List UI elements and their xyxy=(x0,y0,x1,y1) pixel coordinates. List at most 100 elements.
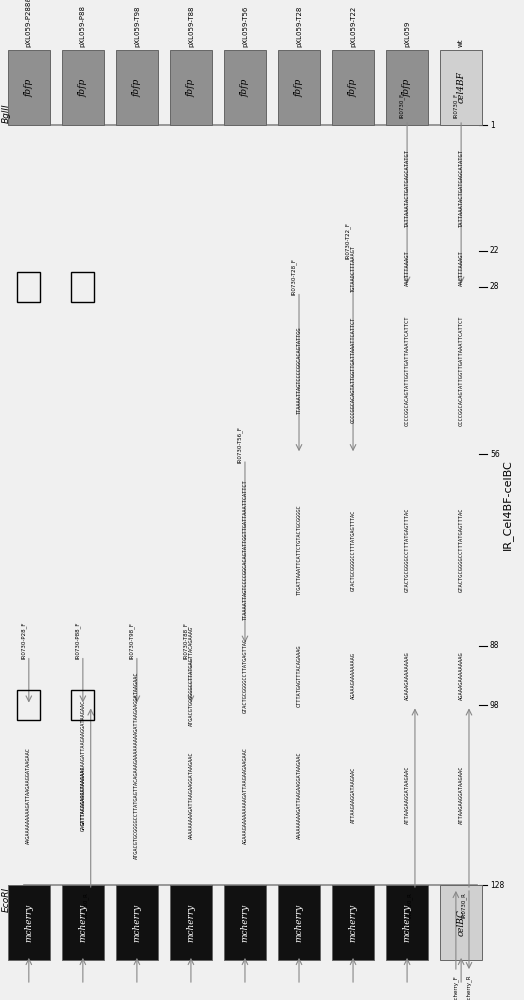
Text: IR0730-T56_F: IR0730-T56_F xyxy=(237,426,242,463)
Text: GAGTTTACAGAAAGAAAAAAAAAGATTAAGAAGGATAAGAAC: GAGTTTACAGAAAGAAAAAAAAAGATTAAGAAGGATAAGA… xyxy=(80,700,85,831)
Text: AAAAAAAAAGATTAAGAAGGATAAGAAC: AAAAAAAAAGATTAAGAAGGATAAGAAC xyxy=(297,751,301,839)
Text: CCCCGGCACAGTATTGGTTGATTAAATTCATTCT: CCCCGGCACAGTATTGGTTGATTAAATTCATTCT xyxy=(351,317,356,423)
Text: fbfp: fbfp xyxy=(294,78,303,97)
Bar xyxy=(8,885,50,960)
Text: 22: 22 xyxy=(490,246,499,255)
Text: fbfp: fbfp xyxy=(24,78,34,97)
Text: fbfp: fbfp xyxy=(79,78,88,97)
Bar xyxy=(116,885,158,960)
Bar xyxy=(386,50,428,125)
Text: GTACTGCGGGGCCTTTATGAGTTTAC: GTACTGCGGGGCCTTTATGAGTTTAC xyxy=(351,509,356,591)
Text: IR0730-T98_F: IR0730-T98_F xyxy=(128,622,134,659)
Text: mcherry: mcherry xyxy=(187,903,195,942)
Text: 1: 1 xyxy=(490,120,495,129)
Text: 88: 88 xyxy=(490,641,499,650)
Text: GTACTGCGGGGCCTTATGAGTTAC: GTACTGCGGGGCCTTATGAGTTAC xyxy=(243,638,247,713)
Text: IR0730-P88_F: IR0730-P88_F xyxy=(74,622,80,659)
Text: ATTAAGAAGGATAAGAAC: ATTAAGAAGGATAAGAAC xyxy=(405,766,410,824)
Text: mcherry: mcherry xyxy=(348,903,357,942)
Text: 128: 128 xyxy=(490,881,504,890)
Text: fbfp: fbfp xyxy=(241,78,249,97)
Bar xyxy=(440,885,482,960)
Text: mcherry: mcherry xyxy=(294,903,303,942)
Bar xyxy=(17,690,40,720)
Text: fbfp: fbfp xyxy=(348,78,357,97)
Text: IR0730_R: IR0730_R xyxy=(407,892,412,918)
Text: 98: 98 xyxy=(490,701,499,710)
Bar xyxy=(71,690,94,720)
Text: fbfp: fbfp xyxy=(402,78,411,97)
Bar xyxy=(224,885,266,960)
Text: IR0730-T22_F: IR0730-T22_F xyxy=(345,222,351,259)
Text: pXL059-T28: pXL059-T28 xyxy=(296,6,302,47)
Text: pXL059-P288&88: pXL059-P288&88 xyxy=(26,0,32,47)
Text: cel4BF: cel4BF xyxy=(456,72,466,103)
Text: pXL059-P88: pXL059-P88 xyxy=(80,5,86,47)
Bar xyxy=(386,885,428,960)
Bar xyxy=(17,272,40,302)
Text: pXL059: pXL059 xyxy=(404,21,410,47)
Text: TATTAAATACTGATGAGCATATGT: TATTAAATACTGATGAGCATATGT xyxy=(405,149,410,227)
Text: celBC: celBC xyxy=(456,909,466,936)
Text: pXL059-T56: pXL059-T56 xyxy=(242,6,248,47)
Text: AGAAAGAAAAAAAAG: AGAAAGAAAAAAAAG xyxy=(458,651,464,700)
Bar xyxy=(332,885,374,960)
Text: AACTTTAAAGT: AACTTTAAAGT xyxy=(458,251,464,286)
Text: AGAAAGAAAAAAAAG: AGAAAGAAAAAAAAG xyxy=(405,651,410,700)
Text: IR0730_R: IR0730_R xyxy=(82,892,88,918)
Text: pXL059-T98: pXL059-T98 xyxy=(134,5,140,47)
Text: CCCCGGCACAGTATTGGTTGATTAAATTCATTCT: CCCCGGCACAGTATTGGTTGATTAAATTCATTCT xyxy=(458,315,464,426)
Text: AGAAAGAAAAAAAAAGATTAAGAAGAAGAAC: AGAAAGAAAAAAAAAGATTAAGAAGAAGAAC xyxy=(243,747,247,844)
Text: GTACTGCGGGGCCTTTATGAGTTTAC: GTACTGCGGGGCCTTTATGAGTTTAC xyxy=(405,508,410,592)
Bar xyxy=(8,50,50,125)
Text: 28: 28 xyxy=(490,282,499,291)
Text: pXL059-T22: pXL059-T22 xyxy=(350,6,356,47)
Bar xyxy=(332,50,374,125)
Text: TTAAAATTAGTCCCCGGCACAGTATTGGTTGATTAAATTCATTCT: TTAAAATTAGTCCCCGGCACAGTATTGGTTGATTAAATTC… xyxy=(243,480,247,620)
Text: mcherry: mcherry xyxy=(402,903,411,942)
Bar xyxy=(170,885,212,960)
Text: GATTAAGAAGGATAAGAAC: GATTAAGAAGGATAAGAAC xyxy=(80,766,85,825)
Bar xyxy=(170,50,212,125)
Bar xyxy=(224,50,266,125)
Text: mcherry: mcherry xyxy=(24,903,34,942)
Bar xyxy=(278,885,320,960)
Bar xyxy=(440,50,482,125)
Bar xyxy=(278,50,320,125)
Bar xyxy=(71,272,94,302)
Text: BglII: BglII xyxy=(2,103,11,123)
Text: ATTAAGAAGGATAAGAAC: ATTAAGAAGGATAAGAAC xyxy=(351,767,356,823)
Text: pXL059-T88: pXL059-T88 xyxy=(188,5,194,47)
Text: TGTAAOCTTTAAAGT: TGTAAOCTTTAAAGT xyxy=(351,245,356,292)
Text: fbfp: fbfp xyxy=(187,78,195,97)
Text: IR0730_F: IR0730_F xyxy=(399,92,405,118)
Text: ATGACGTGCGGGGCCTTATGAGTTACAGAAAG: ATGACGTGCGGGGCCTTATGAGTTACAGAAAG xyxy=(189,626,193,726)
Text: TATTAAATACTGATGAGCATATGT: TATTAAATACTGATGAGCATATGT xyxy=(458,149,464,227)
Text: fbfp: fbfp xyxy=(133,78,141,97)
Text: CCCCGGCACAGTATTGGTTGATTAAATTCATTCT: CCCCGGCACAGTATTGGTTGATTAAATTCATTCT xyxy=(405,315,410,426)
Text: AACTTTAAAGT: AACTTTAAAGT xyxy=(405,251,410,286)
Bar xyxy=(116,50,158,125)
Text: IR0730-T88_F: IR0730-T88_F xyxy=(183,622,188,659)
Text: IR_Cel4BF-celBC: IR_Cel4BF-celBC xyxy=(502,460,512,550)
Bar xyxy=(62,885,104,960)
Text: wt: wt xyxy=(458,38,464,47)
Text: mcherry_F: mcherry_F xyxy=(453,975,458,1000)
Text: IR0730_R: IR0730_R xyxy=(461,892,466,918)
Text: mcherry: mcherry xyxy=(133,903,141,942)
Text: mcherry: mcherry xyxy=(241,903,249,942)
Text: AAGAAAAAAAAAGATTAAGAAGGATAAGAAC: AAGAAAAAAAAAGATTAAGAAGGATAAGAAC xyxy=(26,747,31,844)
Text: CTTTATGAGTTTACAGAAAG: CTTTATGAGTTTACAGAAAG xyxy=(297,644,301,707)
Text: 56: 56 xyxy=(490,450,500,459)
Text: AAAAAAAAAGATTAAGAAGGATAAGAAC: AAAAAAAAAGATTAAGAAGGATAAGAAC xyxy=(189,751,193,839)
Text: EcoRI: EcoRI xyxy=(2,887,11,912)
Text: IR0730-T28_F: IR0730-T28_F xyxy=(291,258,297,295)
Text: IR0730-P28_F: IR0730-P28_F xyxy=(20,622,26,659)
Text: GTACTGCGGGGCCTTTATGAGTTTAC: GTACTGCGGGGCCTTTATGAGTTTAC xyxy=(458,508,464,592)
Text: ATTAAGAAGGATAAGAAC: ATTAAGAAGGATAAGAAC xyxy=(458,766,464,824)
Text: IR0730_F: IR0730_F xyxy=(453,92,458,118)
Text: TTAAAATTAGTCCCCGGCACAGTATTGG: TTAAAATTAGTCCCCGGCACAGTATTGG xyxy=(297,327,301,414)
Bar xyxy=(62,50,104,125)
Text: mcherry: mcherry xyxy=(79,903,88,942)
Text: ATGACGTGCGGGGCCTTATGAGTTACAGAAAGAAAAAAAAAGATTAAGAAGGATAAGAAC: ATGACGTGCGGGGCCTTATGAGTTACAGAAAGAAAAAAAA… xyxy=(134,672,139,859)
